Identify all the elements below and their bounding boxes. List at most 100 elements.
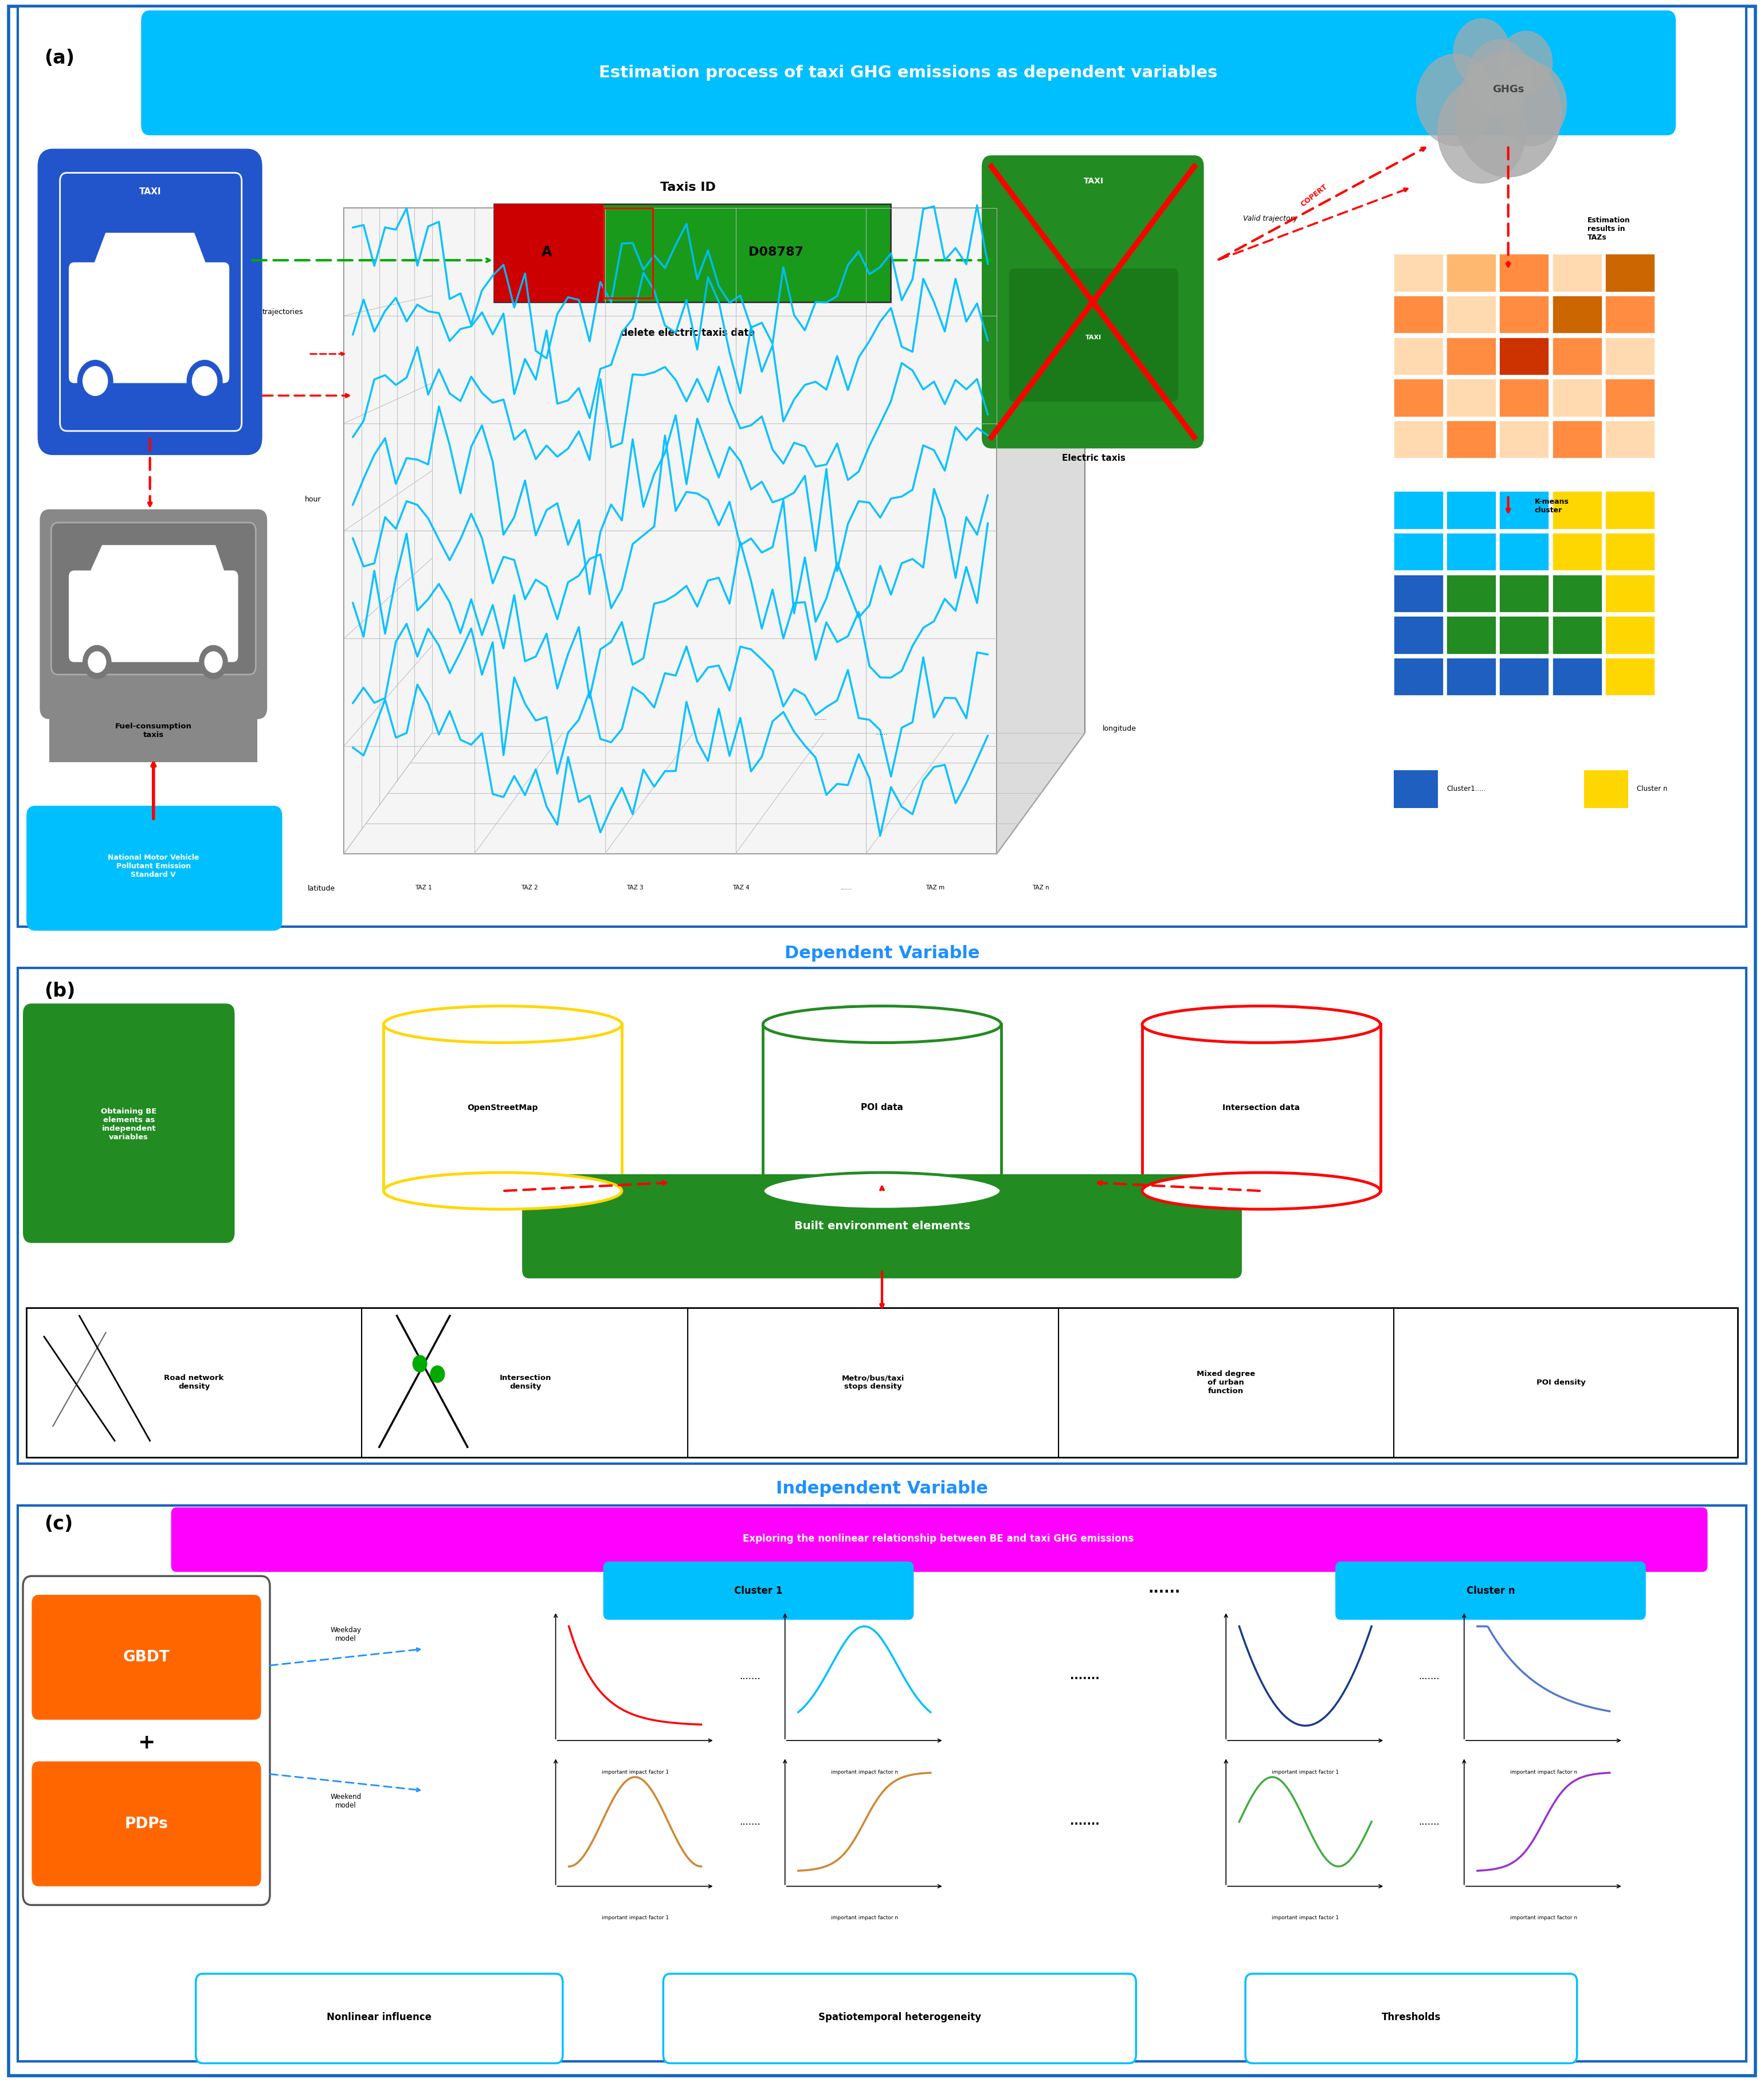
Text: longitude: longitude xyxy=(1102,725,1136,733)
FancyBboxPatch shape xyxy=(1552,254,1602,291)
Text: Cluster n: Cluster n xyxy=(1466,1586,1515,1595)
Text: Valid trajectory: Valid trajectory xyxy=(1244,214,1297,223)
Circle shape xyxy=(1438,79,1526,183)
FancyBboxPatch shape xyxy=(1499,616,1549,654)
Text: National Motor Vehicle
Pollutant Emission
Standard V: National Motor Vehicle Pollutant Emissio… xyxy=(108,854,199,879)
Text: Mixed degree
of urban
function: Mixed degree of urban function xyxy=(1196,1370,1256,1395)
FancyBboxPatch shape xyxy=(1394,658,1443,695)
Text: Exploring the nonlinear relationship between BE and taxi GHG emissions: Exploring the nonlinear relationship bet… xyxy=(743,1534,1134,1543)
Circle shape xyxy=(187,360,222,402)
FancyBboxPatch shape xyxy=(1499,379,1549,416)
FancyBboxPatch shape xyxy=(1499,296,1549,333)
Text: PDPs: PDPs xyxy=(125,1816,168,1832)
FancyBboxPatch shape xyxy=(603,1562,914,1620)
FancyBboxPatch shape xyxy=(1605,575,1655,612)
FancyBboxPatch shape xyxy=(32,1595,261,1720)
FancyBboxPatch shape xyxy=(1394,421,1443,458)
FancyBboxPatch shape xyxy=(1584,770,1628,808)
FancyBboxPatch shape xyxy=(1499,533,1549,570)
Text: TAXI: TAXI xyxy=(1085,335,1102,339)
Circle shape xyxy=(1416,54,1494,146)
FancyBboxPatch shape xyxy=(1605,254,1655,291)
Text: Electric taxis: Electric taxis xyxy=(1062,454,1125,462)
Text: (a): (a) xyxy=(44,48,74,69)
FancyBboxPatch shape xyxy=(51,523,256,675)
FancyBboxPatch shape xyxy=(494,204,603,302)
FancyBboxPatch shape xyxy=(1605,296,1655,333)
Text: Estimation process of taxi GHG emissions as dependent variables: Estimation process of taxi GHG emissions… xyxy=(600,65,1217,81)
Circle shape xyxy=(1499,31,1552,94)
FancyBboxPatch shape xyxy=(1552,575,1602,612)
Ellipse shape xyxy=(1143,1006,1379,1043)
Text: ......: ...... xyxy=(875,731,889,735)
FancyBboxPatch shape xyxy=(1394,533,1443,570)
Text: important impact factor n: important impact factor n xyxy=(831,1770,898,1774)
Polygon shape xyxy=(344,733,1085,854)
FancyBboxPatch shape xyxy=(1552,533,1602,570)
Text: important impact factor n: important impact factor n xyxy=(831,1915,898,1920)
Circle shape xyxy=(205,652,222,672)
FancyBboxPatch shape xyxy=(39,150,261,454)
Text: .......: ....... xyxy=(739,1672,760,1680)
Text: Weekday
model: Weekday model xyxy=(330,1626,362,1643)
Text: important impact factor 1: important impact factor 1 xyxy=(602,1770,669,1774)
Text: .......: ....... xyxy=(1418,1818,1439,1826)
Text: POI data: POI data xyxy=(861,1103,903,1112)
Text: K-means
cluster: K-means cluster xyxy=(1535,498,1568,514)
Circle shape xyxy=(83,366,108,396)
FancyBboxPatch shape xyxy=(1499,575,1549,612)
Ellipse shape xyxy=(383,1172,621,1210)
Text: important impact factor n: important impact factor n xyxy=(1510,1915,1577,1920)
Text: +: + xyxy=(138,1732,155,1753)
FancyBboxPatch shape xyxy=(9,6,1755,2076)
Text: GHGs: GHGs xyxy=(1492,85,1524,94)
Bar xyxy=(1143,1024,1379,1191)
Text: latitude: latitude xyxy=(307,885,335,893)
FancyBboxPatch shape xyxy=(26,806,282,931)
Text: .......: ....... xyxy=(1418,1672,1439,1680)
Text: Independent Variable: Independent Variable xyxy=(776,1480,988,1497)
FancyBboxPatch shape xyxy=(1394,379,1443,416)
Circle shape xyxy=(413,1355,427,1372)
FancyBboxPatch shape xyxy=(1605,421,1655,458)
Polygon shape xyxy=(92,233,208,271)
Bar xyxy=(383,1024,621,1191)
Text: D08787: D08787 xyxy=(748,246,804,258)
Text: trajectories: trajectories xyxy=(263,308,303,316)
FancyBboxPatch shape xyxy=(1552,337,1602,375)
Text: Obtaining BE
elements as
independent
variables: Obtaining BE elements as independent var… xyxy=(101,1108,157,1141)
FancyBboxPatch shape xyxy=(522,1174,1242,1278)
FancyBboxPatch shape xyxy=(1499,658,1549,695)
Polygon shape xyxy=(344,208,432,854)
FancyBboxPatch shape xyxy=(1245,1974,1577,2063)
Text: Intersection data: Intersection data xyxy=(1222,1103,1300,1112)
Text: Estimation
results in
TAZs: Estimation results in TAZs xyxy=(1588,217,1630,242)
Polygon shape xyxy=(997,208,1085,854)
Text: Intersection
density: Intersection density xyxy=(499,1374,552,1391)
FancyBboxPatch shape xyxy=(1446,296,1496,333)
Text: TAXI: TAXI xyxy=(145,598,162,606)
Text: delete electric taxis data: delete electric taxis data xyxy=(621,329,755,337)
Polygon shape xyxy=(344,208,997,854)
Text: (c): (c) xyxy=(44,1514,72,1534)
FancyBboxPatch shape xyxy=(49,700,258,762)
Text: important impact factor n: important impact factor n xyxy=(1510,1770,1577,1774)
FancyBboxPatch shape xyxy=(18,6,1746,926)
Circle shape xyxy=(1468,40,1531,115)
FancyBboxPatch shape xyxy=(1009,269,1178,402)
Text: Built environment elements: Built environment elements xyxy=(794,1220,970,1233)
FancyBboxPatch shape xyxy=(1335,1562,1646,1620)
FancyBboxPatch shape xyxy=(1552,421,1602,458)
FancyBboxPatch shape xyxy=(663,1974,1136,2063)
Circle shape xyxy=(430,1366,445,1382)
Ellipse shape xyxy=(762,1006,1002,1043)
Circle shape xyxy=(83,645,111,679)
Circle shape xyxy=(78,360,113,402)
Text: Thresholds: Thresholds xyxy=(1381,2013,1441,2022)
FancyBboxPatch shape xyxy=(1446,616,1496,654)
FancyBboxPatch shape xyxy=(1552,296,1602,333)
Bar xyxy=(762,1024,1000,1191)
Text: COPERT: COPERT xyxy=(1300,183,1328,208)
FancyBboxPatch shape xyxy=(1499,337,1549,375)
Text: Taxis ID: Taxis ID xyxy=(660,181,716,194)
